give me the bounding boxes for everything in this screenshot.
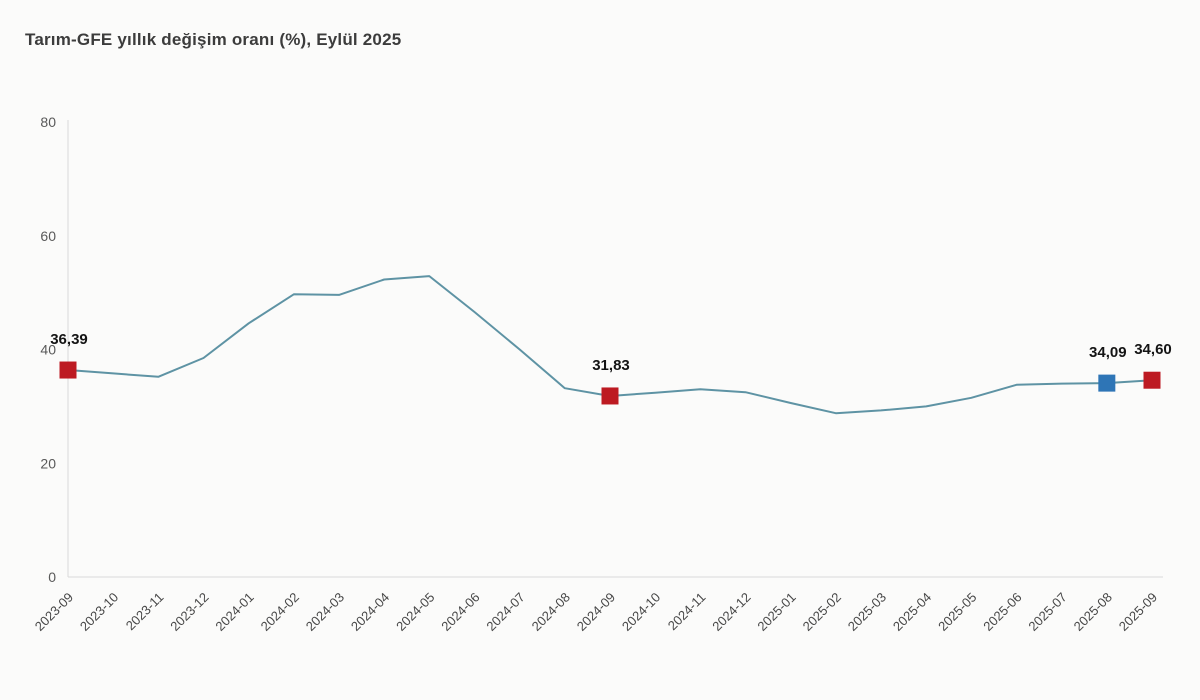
x-tick-label: 2025-02 — [800, 590, 844, 634]
y-tick-label: 80 — [40, 114, 56, 130]
x-tick-label: 2025-05 — [935, 590, 979, 634]
y-tick-label: 40 — [40, 342, 56, 358]
marker-2023-09 — [59, 361, 77, 379]
x-tick-label: 2023-09 — [32, 590, 76, 634]
x-tick-label: 2024-04 — [348, 590, 392, 634]
x-tick-label: 2023-12 — [167, 590, 211, 634]
marker-2025-08 — [1098, 374, 1116, 392]
x-tick-label: 2025-07 — [1025, 590, 1069, 634]
data-label-2025-08: 34,09 — [1089, 344, 1127, 361]
x-tick-label: 2024-08 — [529, 590, 573, 634]
data-label-2024-09: 31,83 — [592, 357, 630, 374]
y-tick-label: 20 — [40, 455, 56, 471]
x-tick-label: 2025-03 — [845, 590, 889, 634]
x-tick-label: 2023-11 — [123, 590, 167, 634]
y-tick-label: 60 — [40, 228, 56, 244]
x-tick-label: 2025-06 — [980, 590, 1024, 634]
x-tick-label: 2024-03 — [303, 590, 347, 634]
x-tick-label: 2024-07 — [483, 590, 527, 634]
x-tick-label: 2024-09 — [574, 590, 618, 634]
x-tick-label: 2024-06 — [438, 590, 482, 634]
x-tick-label: 2024-12 — [709, 590, 753, 634]
x-tick-label: 2025-01 — [754, 590, 798, 634]
y-tick-label: 0 — [48, 569, 56, 585]
x-tick-label: 2024-11 — [665, 590, 709, 634]
x-tick-label: 2024-10 — [619, 590, 663, 634]
marker-2024-09 — [601, 387, 619, 405]
x-tick-label: 2023-10 — [77, 590, 121, 634]
data-label-2025-09: 34,60 — [1134, 341, 1172, 358]
x-tick-label: 2024-01 — [212, 590, 256, 634]
x-tick-label: 2024-05 — [393, 590, 437, 634]
data-label-2023-09: 36,39 — [50, 331, 88, 348]
x-tick-label: 2025-08 — [1071, 590, 1115, 634]
marker-2025-09 — [1143, 371, 1161, 389]
x-tick-label: 2024-02 — [258, 590, 302, 634]
x-tick-label: 2025-04 — [890, 590, 934, 634]
x-tick-label: 2025-09 — [1116, 590, 1160, 634]
chart-title: Tarım-GFE yıllık değişim oranı (%), Eylü… — [25, 30, 402, 49]
